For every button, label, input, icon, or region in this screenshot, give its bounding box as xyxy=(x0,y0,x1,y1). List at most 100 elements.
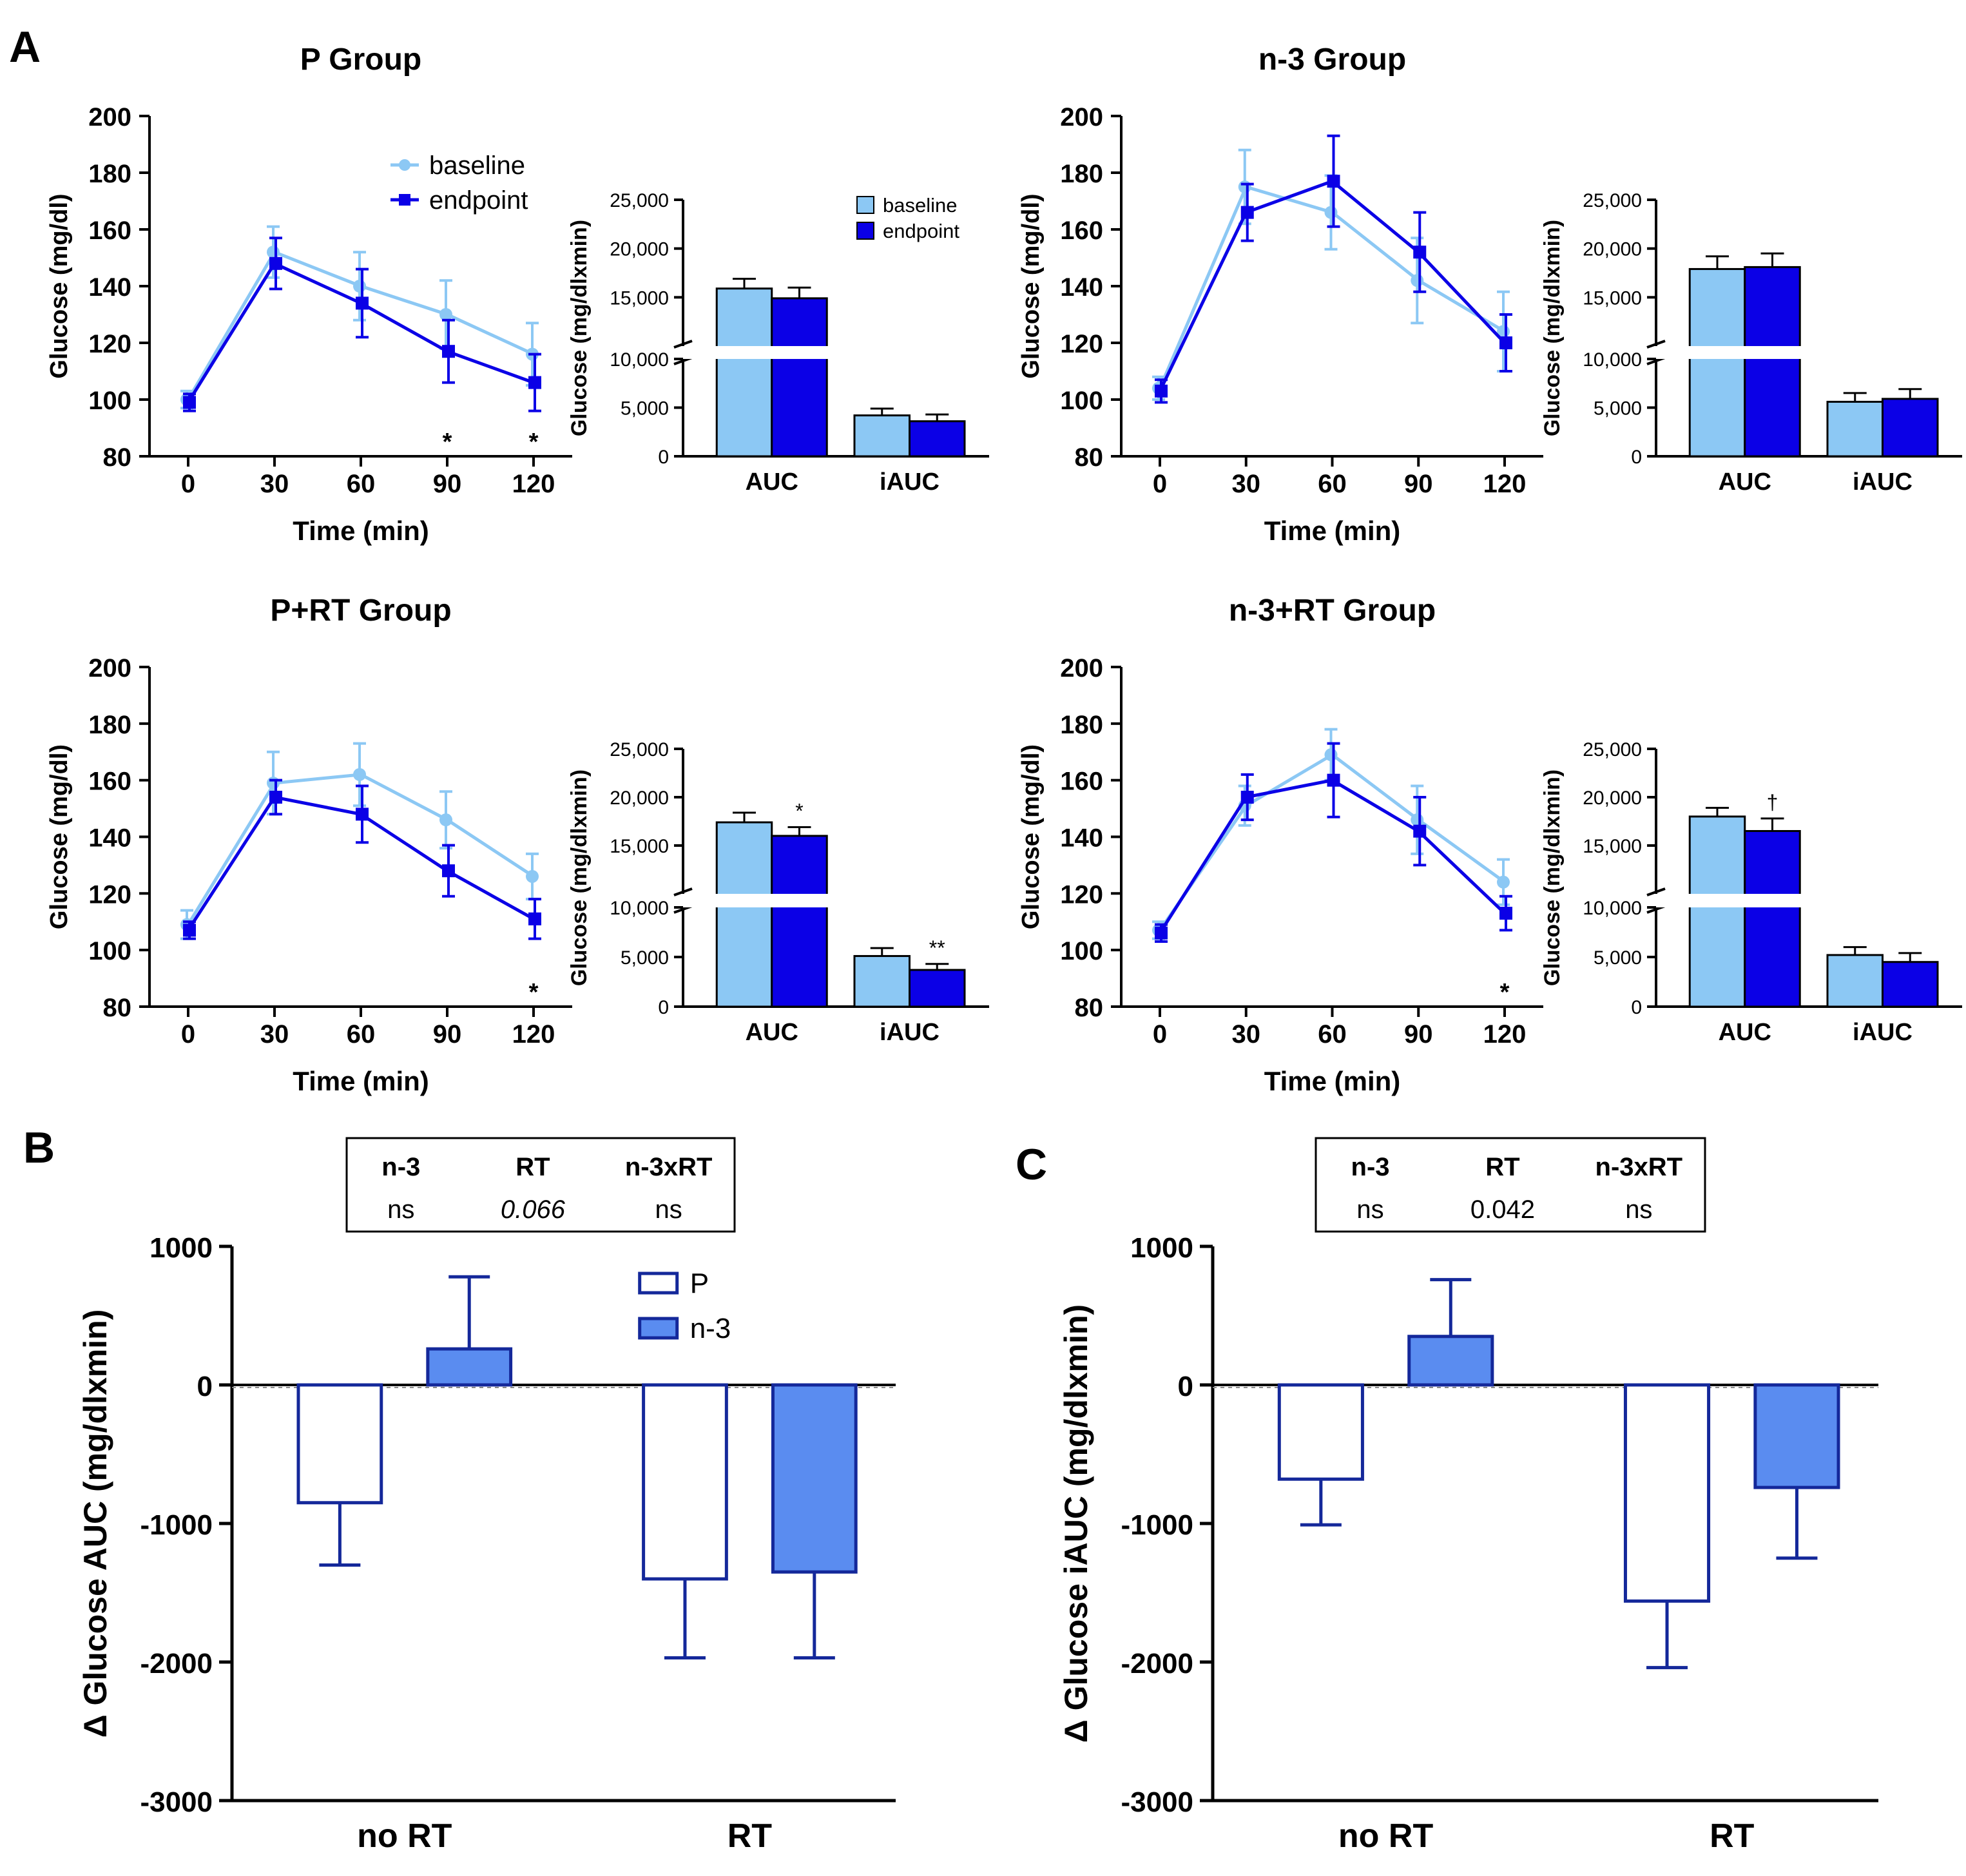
axis-break-gap xyxy=(685,346,991,359)
y-tick-label: -3000 xyxy=(140,1786,213,1818)
x-tick-label: 120 xyxy=(512,470,555,498)
y-tick-label: 20,000 xyxy=(610,788,669,809)
y-tick-label: 200 xyxy=(1060,654,1103,682)
legend-swatch xyxy=(638,1272,679,1295)
data-point xyxy=(183,396,196,409)
data-point xyxy=(1240,791,1254,804)
series-endpoint xyxy=(183,237,541,412)
axis-break-gap xyxy=(1658,346,1964,359)
data-point xyxy=(1324,206,1338,219)
series-endpoint xyxy=(1155,742,1512,943)
y-tick-label: 120 xyxy=(88,330,131,358)
y-tick-label: 80 xyxy=(103,994,132,1022)
y-tick-label: 0 xyxy=(1178,1371,1193,1402)
data-point xyxy=(526,869,539,883)
bar-P xyxy=(642,1383,728,1581)
y-tick-label: 20,000 xyxy=(1583,788,1642,809)
stats-table-value: 0.066 xyxy=(501,1195,566,1224)
y-tick-label: 10,000 xyxy=(1583,898,1642,919)
data-point xyxy=(1411,813,1424,827)
significance-marker: * xyxy=(795,800,803,823)
y-tick-label: 80 xyxy=(1075,443,1104,472)
delta-bar-plots-layer: -3000 -2000 -1000 0 1000 Δ Glucose AUC (mg/dl… xyxy=(77,1137,1878,1855)
series-endpoint xyxy=(183,778,541,940)
y-tick-label: 1000 xyxy=(149,1232,213,1264)
y-tick-label: 180 xyxy=(88,160,131,188)
x-tick-label: 0 xyxy=(1153,1020,1167,1049)
y-tick-label: 0 xyxy=(658,997,669,1018)
y-tick-label: 10,000 xyxy=(1583,349,1642,371)
x-axis-label: Time (min) xyxy=(1264,1066,1401,1096)
y-tick-label: 100 xyxy=(1060,387,1103,415)
y-tick-label: 140 xyxy=(1060,824,1103,853)
bar-baseline xyxy=(1688,267,1746,458)
x-axis-label: Time (min) xyxy=(293,516,429,546)
panel-letter-b: B xyxy=(23,1123,55,1172)
category-label: AUC xyxy=(746,1019,798,1046)
y-tick-label: 160 xyxy=(1060,768,1103,796)
data-point xyxy=(269,791,282,804)
stats-table-header: n-3xRT xyxy=(1595,1153,1683,1181)
significance-marker: * xyxy=(529,979,539,1006)
y-axis-label: Δ Glucose iAUC (mg/dlxmin) xyxy=(1058,1304,1094,1743)
y-tick-label: 120 xyxy=(88,880,131,909)
category-label: no RT xyxy=(1338,1817,1434,1855)
data-point xyxy=(353,280,366,293)
significance-marker: * xyxy=(1500,979,1510,1006)
n3rt_line-plot: n-3+RT Group 80 100 120 140 160 180 200 0 30 60 90 1… xyxy=(1017,594,1543,1096)
bar-n-3 xyxy=(771,1383,858,1574)
y-tick-label: 20,000 xyxy=(610,239,669,260)
n3rt_bar-plot: 0 5,000 10,000 15,000 20,000 25,000 Glucose (m… xyxy=(1540,739,1964,1046)
legend-swatch xyxy=(638,1317,679,1340)
y-tick-label: 0 xyxy=(197,1371,213,1402)
legend-marker xyxy=(399,159,410,171)
y-tick-label: 80 xyxy=(1075,994,1104,1022)
data-point xyxy=(442,345,455,358)
data-point xyxy=(528,376,541,389)
stats-table-value: ns xyxy=(655,1195,682,1224)
y-tick-label: 0 xyxy=(1631,997,1642,1018)
x-tick-label: 0 xyxy=(1153,470,1167,498)
category-label: AUC xyxy=(746,469,798,496)
axis-break-gap xyxy=(1658,894,1964,907)
data-point xyxy=(267,246,280,259)
stats-table-header: n-3xRT xyxy=(625,1153,713,1181)
series-baseline xyxy=(180,742,539,940)
category-label: iAUC xyxy=(880,1019,940,1046)
significance-marker: * xyxy=(529,429,539,456)
bar-endpoint xyxy=(771,835,828,1008)
bar-endpoint xyxy=(1744,830,1801,1008)
y-tick-label: 5,000 xyxy=(1594,398,1642,420)
category-label: AUC xyxy=(1719,1019,1771,1046)
axis-break-mark xyxy=(1646,340,1666,349)
y-tick-label: 180 xyxy=(88,711,131,739)
bar-baseline xyxy=(853,954,911,1008)
bar-P xyxy=(1623,1383,1711,1603)
bar-P xyxy=(1277,1383,1364,1481)
bar-endpoint xyxy=(909,969,966,1008)
chart-title: P Group xyxy=(300,43,421,77)
stats-table-header: n-3 xyxy=(1351,1153,1390,1181)
category-label: iAUC xyxy=(1853,469,1913,496)
panel-letter-c: C xyxy=(1016,1140,1047,1189)
significance-marker: * xyxy=(443,429,452,456)
y-tick-label: 5,000 xyxy=(621,947,669,969)
data-point xyxy=(1413,824,1427,838)
y-axis-label: Glucose (mg/dl) xyxy=(1017,193,1045,378)
data-point xyxy=(353,768,366,781)
axis-break-gap xyxy=(685,894,991,907)
stats-table-value: 0.042 xyxy=(1470,1195,1535,1224)
y-tick-label: 140 xyxy=(88,273,131,302)
y-tick-label: 180 xyxy=(1060,711,1103,739)
y-tick-label: 100 xyxy=(1060,937,1103,965)
legend-swatch xyxy=(856,222,874,240)
y-axis-label: Glucose (mg/dl) xyxy=(46,193,73,378)
y-tick-label: 15,000 xyxy=(610,836,669,857)
legend-label: endpoint xyxy=(429,186,528,215)
data-point xyxy=(356,296,369,310)
x-tick-label: 120 xyxy=(512,1020,555,1049)
y-tick-label: -2000 xyxy=(1121,1648,1193,1679)
x-tick-label: 120 xyxy=(1483,470,1527,498)
y-tick-label: 25,000 xyxy=(610,190,669,211)
